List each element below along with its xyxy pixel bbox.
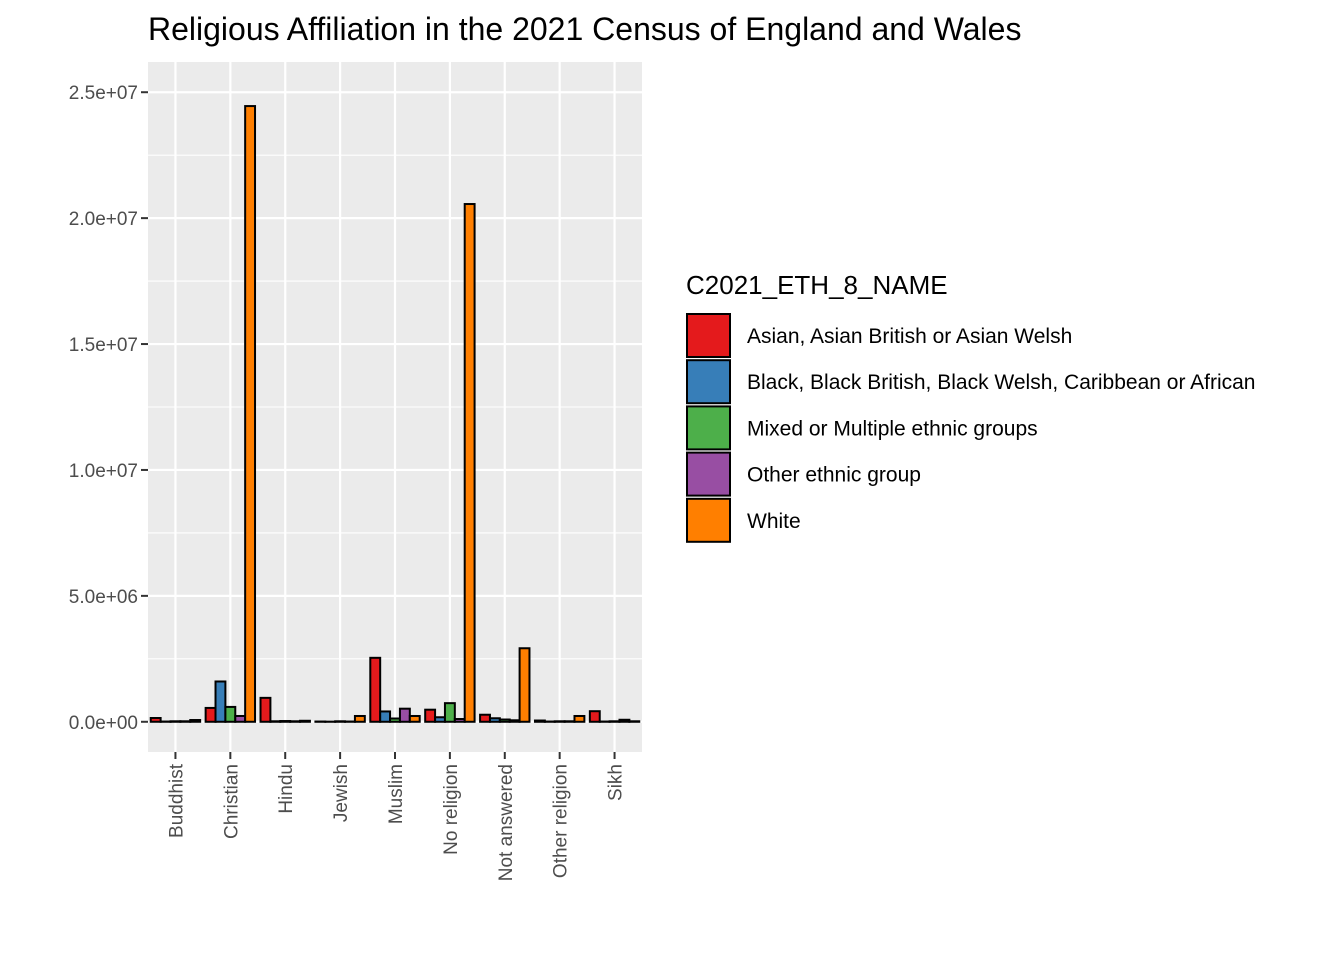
bar — [553, 720, 566, 723]
y-axis: 0.0e+00 5.0e+06 1.0e+07 1.5e+07 2.0e+07 2.5e+… — [69, 83, 148, 734]
x-tick-label: Hindu — [276, 764, 297, 814]
bar — [269, 720, 282, 723]
bar — [518, 647, 531, 723]
bar — [353, 714, 366, 723]
bar — [369, 656, 382, 723]
legend-title: C2021_ETH_8_NAME — [686, 270, 948, 300]
bar — [573, 714, 586, 723]
bar — [224, 705, 237, 723]
bar — [488, 717, 501, 723]
y-tick-label: 0.0e+00 — [69, 713, 138, 734]
x-tick-label: Christian — [221, 764, 242, 839]
bar — [234, 714, 247, 723]
bar — [533, 719, 546, 723]
bar — [179, 720, 192, 723]
legend-label: Asian, Asian British or Asian Welsh — [747, 325, 1072, 348]
bar — [479, 713, 491, 723]
legend-label: Other ethnic group — [747, 464, 921, 487]
y-tick-label: 2.0e+07 — [69, 209, 138, 230]
bar — [443, 702, 456, 723]
x-axis: Buddhist Christian Hindu Jewish Muslim No rel… — [166, 752, 627, 881]
bar — [379, 710, 392, 723]
bar — [628, 720, 641, 723]
bar — [408, 714, 421, 723]
chart-title: Religious Affiliation in the 2021 Census… — [148, 11, 1021, 47]
bar — [398, 707, 411, 723]
legend-label: Black, Black British, Black Welsh, Carib… — [747, 371, 1255, 394]
bar — [453, 718, 466, 723]
bars-group — [149, 105, 641, 723]
x-tick-label: Muslim — [386, 764, 407, 824]
bar — [189, 719, 202, 723]
bar — [169, 720, 182, 723]
legend-label: White — [747, 510, 801, 533]
bar — [463, 203, 476, 723]
legend-key — [686, 313, 731, 358]
x-tick-label: Sikh — [606, 764, 627, 801]
bar — [149, 717, 162, 723]
legend-key — [686, 497, 731, 543]
bar — [608, 720, 621, 723]
bar — [508, 719, 521, 723]
x-tick-label: Jewish — [331, 764, 352, 822]
bar — [289, 720, 302, 723]
y-tick-label: 1.0e+07 — [69, 461, 138, 482]
bar — [244, 105, 257, 723]
bar — [588, 710, 601, 723]
bar — [618, 718, 631, 723]
bar — [563, 720, 576, 723]
bar — [424, 708, 437, 723]
bar — [214, 680, 227, 723]
bar — [204, 706, 217, 723]
bar — [389, 717, 401, 723]
bar — [259, 696, 272, 723]
legend-label: Mixed or Multiple ethnic groups — [747, 417, 1038, 440]
bar — [434, 716, 446, 723]
legend-key — [686, 359, 731, 405]
x-tick-label: No religion — [441, 764, 462, 855]
x-tick-label: Not answered — [496, 764, 517, 881]
bar — [334, 720, 347, 723]
x-tick-label: Buddhist — [166, 763, 187, 838]
legend: C2021_ETH_8_NAME Asian, Asian British or… — [686, 270, 1255, 543]
legend-key — [686, 405, 731, 451]
legend-key — [686, 451, 731, 497]
y-tick-label: 1.5e+07 — [69, 335, 138, 356]
x-tick-label: Other religion — [551, 764, 572, 878]
bar — [498, 718, 511, 723]
y-tick-label: 2.5e+07 — [69, 83, 138, 104]
major-gridlines — [148, 62, 642, 752]
bar — [299, 719, 311, 723]
y-tick-label: 5.0e+06 — [69, 587, 138, 608]
legend-items: Asian, Asian British or Asian Welsh Black… — [686, 313, 1255, 543]
bar — [279, 720, 292, 723]
